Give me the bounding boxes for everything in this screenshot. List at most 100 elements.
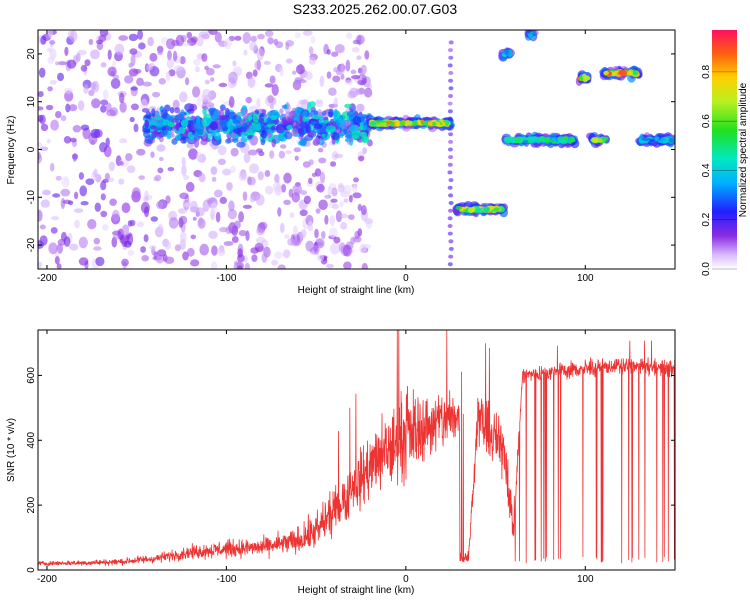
- spectrogram-scatter-dot: [245, 97, 253, 104]
- spectrogram-line-core: [538, 136, 546, 143]
- spectrogram-scatter-dot: [141, 255, 149, 262]
- spectrogram-scatter-dot: [259, 221, 268, 230]
- spectrogram-vertical-dot: [448, 86, 454, 91]
- spectrogram-band-dot: [202, 108, 208, 115]
- spectrogram-scatter-dot: [192, 216, 197, 221]
- spectrogram-vertical-dot: [448, 193, 454, 198]
- spectrogram-band-dot: [143, 130, 151, 138]
- spectrogram-line-core: [482, 207, 489, 212]
- spectrogram-band-dot: [160, 109, 168, 119]
- spectrogram-scatter-dot: [124, 75, 134, 84]
- spectrogram-scatter-dot: [242, 191, 248, 201]
- spectrogram-scatter-dot: [243, 49, 248, 56]
- spectrogram-scatter-dot: [208, 30, 218, 36]
- spectrogram-scatter-dot: [156, 201, 163, 210]
- spectrogram-scatter-dot: [157, 167, 164, 174]
- spectrogram-line-core: [583, 75, 591, 81]
- spectrogram-band-dot: [175, 121, 180, 131]
- spectrogram-scatter-dot: [211, 176, 217, 182]
- spectrogram-scatter-dot: [289, 212, 295, 219]
- spectrogram-vertical-dot: [447, 224, 453, 228]
- spectrogram-band-dot: [310, 120, 316, 126]
- spectrogram-scatter-dot: [167, 50, 172, 61]
- spectrogram-scatter-dot: [210, 202, 218, 215]
- spectrogram-band-dot: [281, 104, 287, 109]
- spectrogram-plot-area: [38, 30, 675, 269]
- spectrogram-scatter-dot: [285, 58, 293, 64]
- spectrogram-scatter-dot: [38, 67, 46, 78]
- spectrogram-scatter-dot: [335, 210, 343, 223]
- spectrogram-scatter-dot: [316, 183, 325, 193]
- spectrogram-band-dot: [193, 138, 200, 148]
- spectrogram-scatter-dot: [331, 51, 339, 57]
- spectrogram-scatter-dot: [189, 200, 198, 213]
- spectrogram-scatter-dot: [295, 32, 301, 39]
- spectrogram-scatter-dot: [83, 84, 89, 94]
- spectrogram-scatter-dot: [228, 222, 236, 234]
- colorbar-tick-label: 0.8: [701, 64, 712, 78]
- spectrogram-band-dot: [231, 131, 236, 139]
- spectrogram-vertical-dot: [447, 231, 453, 236]
- spectrogram-scatter-dot: [80, 124, 90, 131]
- spectrogram-scatter-dot: [215, 211, 221, 223]
- spectrogram-scatter-dot: [199, 243, 209, 256]
- spectrogram-line-core: [557, 139, 566, 143]
- spectrogram-scatter-dot: [186, 247, 195, 257]
- spectrogram-scatter-dot: [172, 50, 178, 62]
- spectrogram-scatter-dot: [114, 43, 125, 55]
- spectrogram-band-dot: [346, 110, 355, 118]
- spectrogram-band-dot: [291, 128, 299, 137]
- spectrogram-scatter-dot: [178, 215, 188, 225]
- spectrogram-scatter-dot: [317, 147, 324, 153]
- spectrogram-scatter-dot: [255, 194, 265, 206]
- spectrogram-scatter-dot: [210, 77, 215, 82]
- spectrogram-scatter-dot: [100, 62, 107, 68]
- spectrogram-scatter-dot: [40, 123, 49, 132]
- spectrogram-band-dot: [333, 108, 338, 118]
- spectrogram-scatter-dot: [62, 199, 72, 204]
- spectrogram-y-tick-label: 10: [26, 96, 37, 108]
- spectrogram-band-dot: [270, 114, 277, 121]
- spectrogram-scatter-dot: [185, 77, 190, 86]
- spectrogram-scatter-dot: [93, 168, 98, 178]
- spectrogram-scatter-dot: [164, 256, 175, 264]
- snr-y-tick-label: 200: [26, 496, 37, 513]
- spectrogram-scatter-dot: [126, 165, 136, 174]
- spectrogram-band-dot: [162, 129, 168, 137]
- spectrogram-band-dot: [308, 101, 316, 108]
- spectrogram-scatter-dot: [55, 111, 62, 119]
- spectrogram-scatter-dot: [90, 82, 97, 90]
- spectrogram-band-dot: [153, 127, 158, 136]
- spectrogram-scatter-dot: [149, 52, 158, 62]
- spectrogram-scatter-dot: [111, 209, 120, 222]
- spectrogram-band-dot: [325, 125, 336, 133]
- spectrogram-scatter-dot: [212, 64, 221, 69]
- spectrogram-line-core: [569, 137, 574, 143]
- spectrogram-scatter-dot: [283, 199, 291, 205]
- spectrogram-scatter-dot: [352, 39, 360, 45]
- spectrogram-scatter-dot: [185, 181, 195, 193]
- spectrogram-scatter-dot: [77, 100, 85, 111]
- spectrogram-scatter-dot: [109, 198, 117, 206]
- spectrogram-vertical-dot: [448, 78, 454, 83]
- spectrogram-scatter-dot: [127, 249, 135, 256]
- spectrogram-band-dot: [175, 113, 184, 121]
- spectrogram-scatter-dot: [108, 161, 116, 172]
- spectrogram-line-core: [395, 121, 401, 127]
- spectrogram-vertical-dot: [448, 124, 454, 129]
- spectrogram-scatter-dot: [55, 175, 62, 181]
- spectrogram-scatter-dot: [178, 208, 185, 214]
- spectrogram-band-dot: [258, 117, 264, 124]
- spectrogram-scatter-dot: [337, 184, 345, 193]
- spectrogram-scatter-dot: [63, 136, 72, 144]
- spectrogram-scatter-dot: [298, 99, 308, 105]
- spectrogram-vertical-dot: [448, 71, 454, 75]
- spectrogram-scatter-dot: [119, 161, 124, 166]
- spectrogram-scatter-dot: [204, 79, 210, 85]
- spectrogram-band-dot: [153, 116, 162, 121]
- spectrogram-band-dot: [151, 108, 156, 117]
- spectrogram-scatter-dot: [348, 214, 355, 221]
- spectrogram-scatter-dot: [359, 243, 367, 254]
- spectrogram-scatter-dot: [269, 75, 276, 84]
- spectrogram-scatter-dot: [317, 254, 325, 262]
